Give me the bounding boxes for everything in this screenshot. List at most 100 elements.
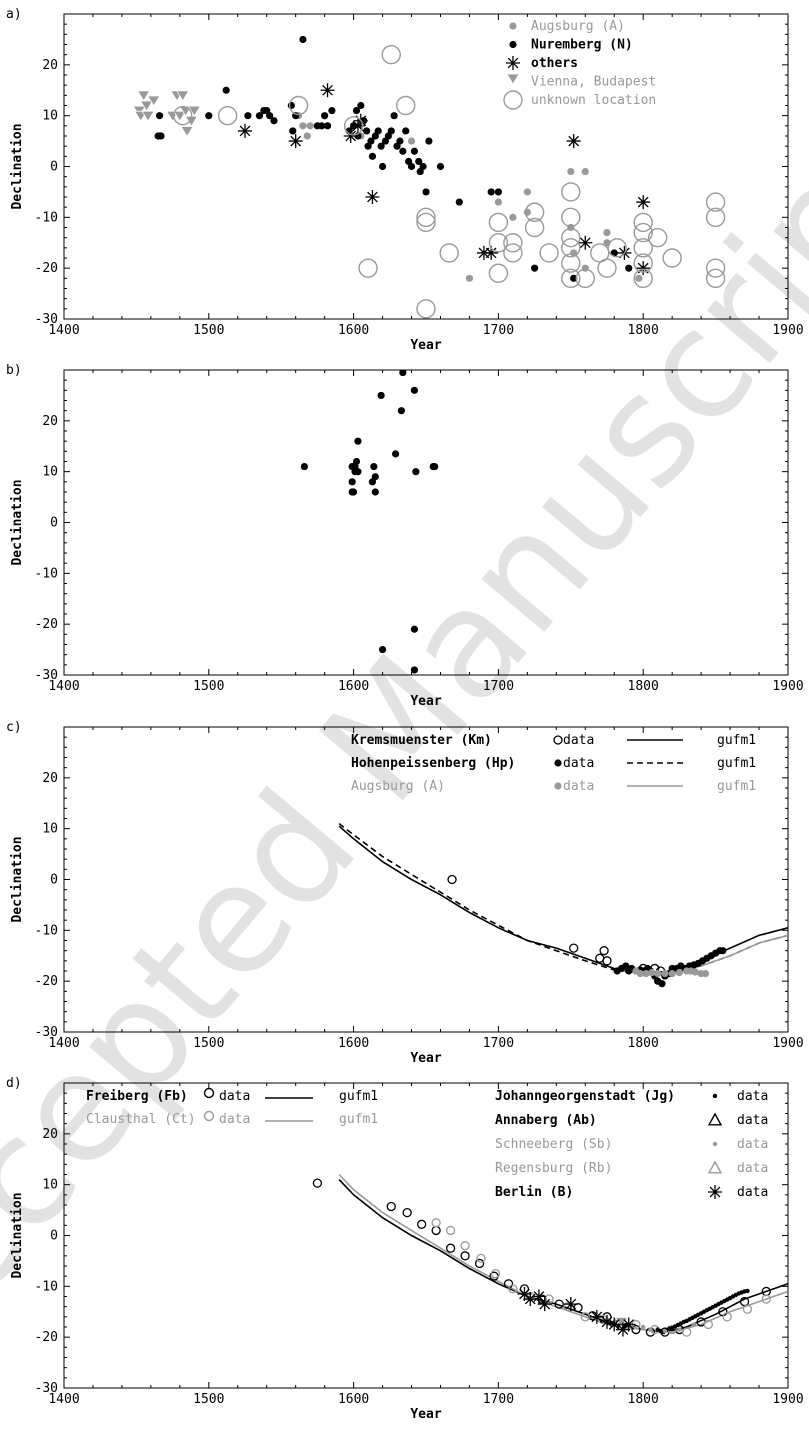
x-tick-label: 1900: [772, 323, 803, 338]
legend-marker: [712, 1141, 718, 1147]
y-tick-label: -10: [35, 923, 58, 938]
plot-area: [132, 35, 726, 319]
legend-data-label: data: [737, 1185, 768, 1200]
data-point: [312, 1178, 323, 1188]
y-tick-label: 0: [50, 1229, 58, 1244]
data-point: [381, 44, 401, 65]
data-point: [621, 1317, 636, 1332]
data-point: [648, 968, 656, 977]
data-point: [705, 207, 726, 228]
data-point: [503, 243, 523, 263]
data-point: [455, 198, 463, 206]
legend-line-label: gufm1: [717, 756, 756, 771]
data-point: [399, 147, 407, 155]
data-point: [531, 1289, 546, 1304]
data-point: [554, 1299, 564, 1309]
panel-d: 1400 1500 1600 1700 1800 1900 -30 -20 -10 0 10 20 d)…: [6, 1076, 804, 1422]
panel-label: a): [6, 7, 22, 22]
data-point: [431, 1225, 441, 1236]
data-point: [176, 90, 190, 102]
data-point: [410, 147, 419, 155]
data-point: [641, 1324, 646, 1330]
legend-label: Clausthal (Ct): [86, 1112, 196, 1127]
panel-c: 1400 1500 1600 1700 1800 1900 -30 -20 -10 0 10 20 c)…: [6, 720, 804, 1066]
data-point: [487, 188, 495, 196]
data-point: [508, 1284, 518, 1294]
data-point: [567, 223, 575, 232]
x-tick-label: 1900: [772, 1392, 803, 1407]
legend-marker: [506, 56, 520, 70]
data-point: [238, 123, 252, 138]
legend-data-label: data: [737, 1089, 768, 1104]
data-point: [402, 1207, 412, 1218]
data-point: [173, 110, 187, 122]
data-point: [387, 127, 395, 135]
data-point: [615, 1322, 630, 1337]
legend-marker: [707, 1160, 723, 1174]
x-tick-label: 1700: [483, 1036, 514, 1051]
data-point: [537, 1297, 552, 1312]
data-point: [600, 1314, 614, 1329]
legend-label: Vienna, Budapest: [531, 75, 656, 90]
x-tick-label: 1900: [772, 1036, 803, 1051]
data-point: [561, 182, 581, 202]
x-tick-label: 1700: [483, 323, 514, 338]
x-tick-label: 1600: [338, 323, 369, 338]
x-tick-label: 1800: [628, 323, 659, 338]
data-point: [412, 468, 420, 476]
legend-label: Regensburg (Rb): [495, 1161, 612, 1176]
data-point: [357, 101, 365, 110]
x-axis-label: Year: [410, 1407, 441, 1422]
data-point: [662, 248, 682, 268]
data-point: [447, 874, 457, 885]
y-tick-label: 10: [42, 109, 58, 124]
data-point: [323, 122, 332, 130]
data-point: [631, 1324, 641, 1335]
data-point: [402, 127, 410, 135]
data-point: [517, 1286, 532, 1301]
x-tick-label: 1500: [193, 323, 224, 338]
legend-marker: [553, 735, 563, 745]
data-point: [745, 1288, 750, 1294]
data-point: [625, 264, 633, 272]
legend-data-label: data: [563, 779, 594, 794]
x-tick-label: 1800: [628, 1036, 659, 1051]
data-point: [365, 190, 380, 204]
data-point: [378, 645, 387, 654]
data-point: [141, 110, 155, 122]
data-point: [255, 112, 264, 120]
data-point: [603, 228, 611, 237]
data-point: [445, 1243, 456, 1253]
data-point: [410, 666, 419, 674]
data-point: [633, 212, 653, 233]
data-point: [474, 1258, 485, 1269]
legend-label: Johanngeorgenstadt (Jg): [495, 1089, 675, 1104]
data-point: [390, 112, 398, 120]
y-tick-label: -30: [35, 1381, 58, 1396]
data-point: [425, 137, 433, 145]
data-point: [173, 105, 193, 126]
legend-marker: [203, 1087, 215, 1099]
data-point: [343, 129, 358, 143]
x-tick-label: 1600: [338, 1036, 369, 1051]
legend-marker: [707, 1112, 723, 1126]
data-point: [648, 1327, 653, 1332]
data-point: [578, 235, 593, 250]
data-point: [602, 956, 612, 966]
data-point: [636, 969, 644, 978]
y-tick-label: -30: [35, 1025, 58, 1040]
x-tick-label: 1800: [628, 679, 659, 694]
data-point: [306, 122, 314, 130]
data-point: [300, 462, 308, 471]
series-2: [632, 967, 710, 978]
data-point: [417, 1219, 427, 1229]
data-point: [410, 386, 419, 394]
y-tick-label: 10: [42, 822, 58, 837]
chart-panels: 1400 1500 1600 1700 1800 1900 -30 -20 -10 0 10 20 a)…: [6, 7, 804, 1422]
data-point: [484, 245, 499, 260]
data-point: [289, 127, 297, 135]
y-tick-label: 0: [50, 516, 58, 531]
data-point: [348, 478, 356, 486]
data-point: [476, 245, 491, 260]
